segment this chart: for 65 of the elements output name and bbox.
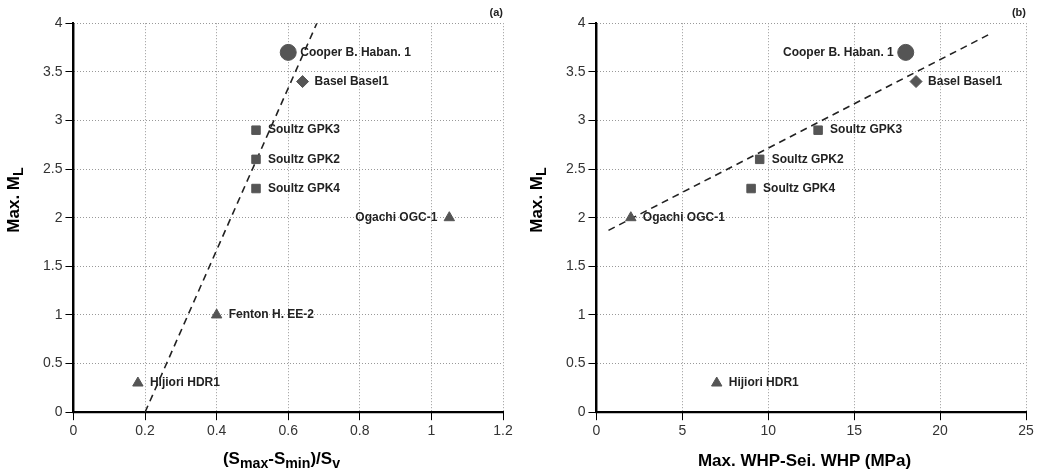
point (210, 308, 223, 319)
x-tick-label: 1 (427, 422, 436, 439)
y-tick-label: 2.5 (42, 159, 63, 176)
y-tick-label: 2 (54, 208, 63, 225)
x-tick-label: 0.2 (135, 422, 155, 439)
series-label: Cooper B. Haban. 1 (300, 44, 412, 59)
y-tick-label: 3 (577, 111, 586, 128)
y-tick-label: 0 (577, 403, 586, 420)
series-label: Soultz GPK3 (268, 122, 341, 137)
y-tick-label: 3 (54, 111, 63, 128)
x-tick-label: 10 (760, 422, 777, 439)
series-label: Ogachi OGC-1 (355, 210, 438, 225)
point (251, 183, 261, 194)
x-tick-label: 0 (592, 422, 601, 439)
point (746, 183, 756, 194)
series-label: Hijiori HDR1 (149, 375, 221, 390)
series-label: Soultz GPK3 (830, 122, 903, 137)
series-label: Ogachi OGC-1 (642, 210, 726, 225)
point (813, 125, 823, 135)
point (251, 154, 261, 165)
point (909, 75, 923, 89)
y-tick-label: 0 (54, 403, 63, 420)
y-tick-label: 2.5 (565, 159, 586, 176)
x-tick-label: 1.2 (493, 422, 513, 439)
point (897, 43, 915, 61)
series-label: Basel Basel1 (928, 73, 1003, 88)
point (296, 75, 310, 89)
chart-title: (b) (1011, 5, 1027, 18)
y-tick-label: 3.5 (42, 62, 63, 79)
series-label: Soultz GPK2 (268, 151, 341, 166)
series-label: Soultz GPK4 (268, 180, 341, 195)
point (711, 376, 723, 387)
point (625, 211, 637, 222)
y-tick-label: 4 (54, 14, 63, 31)
point (132, 376, 144, 387)
y-tick-label: 3.5 (565, 62, 586, 79)
series-label: Cooper B. Haban. 1 (783, 44, 895, 59)
chart-title: (a) (489, 5, 504, 18)
y-tick-label: 4 (577, 14, 586, 31)
point (251, 125, 261, 135)
x-axis-title: Max. WHP-Sei. WHP (MPa) (696, 451, 913, 471)
y-tick-label: 2 (577, 208, 586, 225)
x-tick-label: 0.4 (206, 422, 227, 439)
y-tick-label: 1 (577, 305, 586, 322)
series-label: Soultz GPK4 (763, 180, 836, 195)
series-label: Basel Basel1 (314, 73, 389, 88)
x-tick-label: 15 (846, 422, 863, 439)
series-label: Soultz GPK2 (771, 151, 845, 166)
x-axis-title: (S$_{max}$-S$_{min}$)/S$_{v}$ (221, 448, 342, 471)
point (754, 154, 765, 165)
x-tick-label: 0.6 (278, 422, 299, 439)
y-tick-label: 1 (54, 305, 63, 322)
x-tick-label: 5 (678, 422, 687, 439)
x-tick-label: 0 (69, 422, 78, 439)
y-tick-label: 1.5 (565, 257, 586, 274)
point (279, 43, 297, 61)
series-label: Hijiori HDR1 (728, 375, 800, 390)
point (443, 211, 455, 222)
y-tick-label: 1.5 (42, 257, 63, 274)
x-tick-label: 20 (932, 422, 949, 439)
y-tick-label: 0.5 (42, 354, 63, 371)
y-tick-label: 0.5 (565, 354, 586, 371)
series-label: Fenton H. EE-2 (228, 307, 315, 322)
x-tick-label: 0.8 (350, 422, 370, 439)
x-tick-label: 25 (1018, 422, 1034, 439)
